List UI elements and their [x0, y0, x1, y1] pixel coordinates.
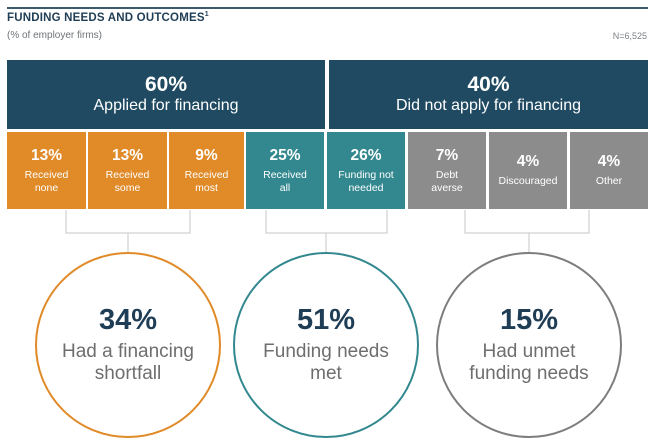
- segment-received-most: 9% Received most: [169, 132, 244, 209]
- segment-received-none: 13% Received none: [7, 132, 86, 209]
- circle-unmet-label: Had unmet funding needs: [469, 340, 589, 384]
- segment-other-label: Other: [595, 175, 623, 188]
- header-rule: [7, 7, 648, 9]
- outcome-circle-unmet-funding-needs: 15% Had unmet funding needs: [436, 252, 622, 438]
- circle-unmet-percent: 15%: [499, 303, 559, 336]
- page-subtitle: (% of employer firms): [7, 30, 103, 41]
- bracket-shortfall: [65, 210, 191, 234]
- sample-size-label: N=6,525: [612, 31, 647, 41]
- page-title: FUNDING NEEDS AND OUTCOMES1: [7, 11, 209, 24]
- page-title-footnote: 1: [204, 11, 209, 19]
- segment-received-none-percent: 13%: [30, 146, 63, 164]
- outcome-circle-financing-shortfall: 34% Had a financing shortfall: [35, 252, 221, 438]
- banner-did-not-apply-for-financing: 40% Did not apply for financing: [329, 60, 648, 129]
- segment-debt-averse-label: Debt averse: [431, 168, 463, 194]
- segment-other: 4% Other: [570, 132, 648, 209]
- segment-received-all: 25% Received all: [246, 132, 324, 209]
- segment-received-most-label: Received most: [184, 168, 229, 194]
- segment-debt-averse-percent: 7%: [435, 146, 459, 164]
- segment-received-some-label: Received some: [105, 168, 150, 194]
- segment-funding-not-needed: 26% Funding not needed: [327, 132, 405, 209]
- bracket-needs-met: [265, 210, 388, 234]
- banner-applied-percent: 60%: [144, 72, 188, 96]
- circle-shortfall-label: Had a financing shortfall: [61, 340, 195, 384]
- segment-received-most-percent: 9%: [195, 146, 218, 164]
- segment-other-percent: 4%: [597, 153, 621, 171]
- segment-received-none-label: Received none: [24, 168, 69, 194]
- segment-discouraged-percent: 4%: [516, 153, 540, 171]
- page-title-text: FUNDING NEEDS AND OUTCOMES: [7, 12, 205, 24]
- banner-applied-for-financing: 60% Applied for financing: [7, 60, 325, 129]
- banner-notapplied-label: Did not apply for financing: [396, 96, 581, 114]
- segment-funding-not-needed-label: Funding not needed: [338, 168, 394, 194]
- segment-received-some-percent: 13%: [111, 146, 144, 164]
- segment-funding-not-needed-percent: 26%: [350, 146, 382, 164]
- segment-row: 13% Received none 13% Received some 9% R…: [7, 132, 648, 209]
- segment-discouraged-label: Discouraged: [498, 175, 558, 188]
- segment-received-some: 13% Received some: [88, 132, 167, 209]
- bracket-unmet-needs: [464, 210, 590, 234]
- circle-shortfall-percent: 34%: [98, 303, 158, 336]
- segment-received-all-label: Received all: [263, 168, 307, 194]
- banner-notapplied-percent: 40%: [467, 72, 510, 96]
- segment-received-all-percent: 25%: [269, 146, 301, 164]
- banner-applied-label: Applied for financing: [93, 96, 239, 114]
- outcome-circle-funding-needs-met: 51% Funding needs met: [233, 252, 419, 438]
- segment-discouraged: 4% Discouraged: [489, 132, 567, 209]
- circle-needs-met-percent: 51%: [296, 303, 356, 336]
- banner-row: 60% Applied for financing 40% Did not ap…: [7, 60, 648, 129]
- circle-needs-met-label: Funding needs met: [263, 340, 389, 384]
- segment-debt-averse: 7% Debt averse: [408, 132, 486, 209]
